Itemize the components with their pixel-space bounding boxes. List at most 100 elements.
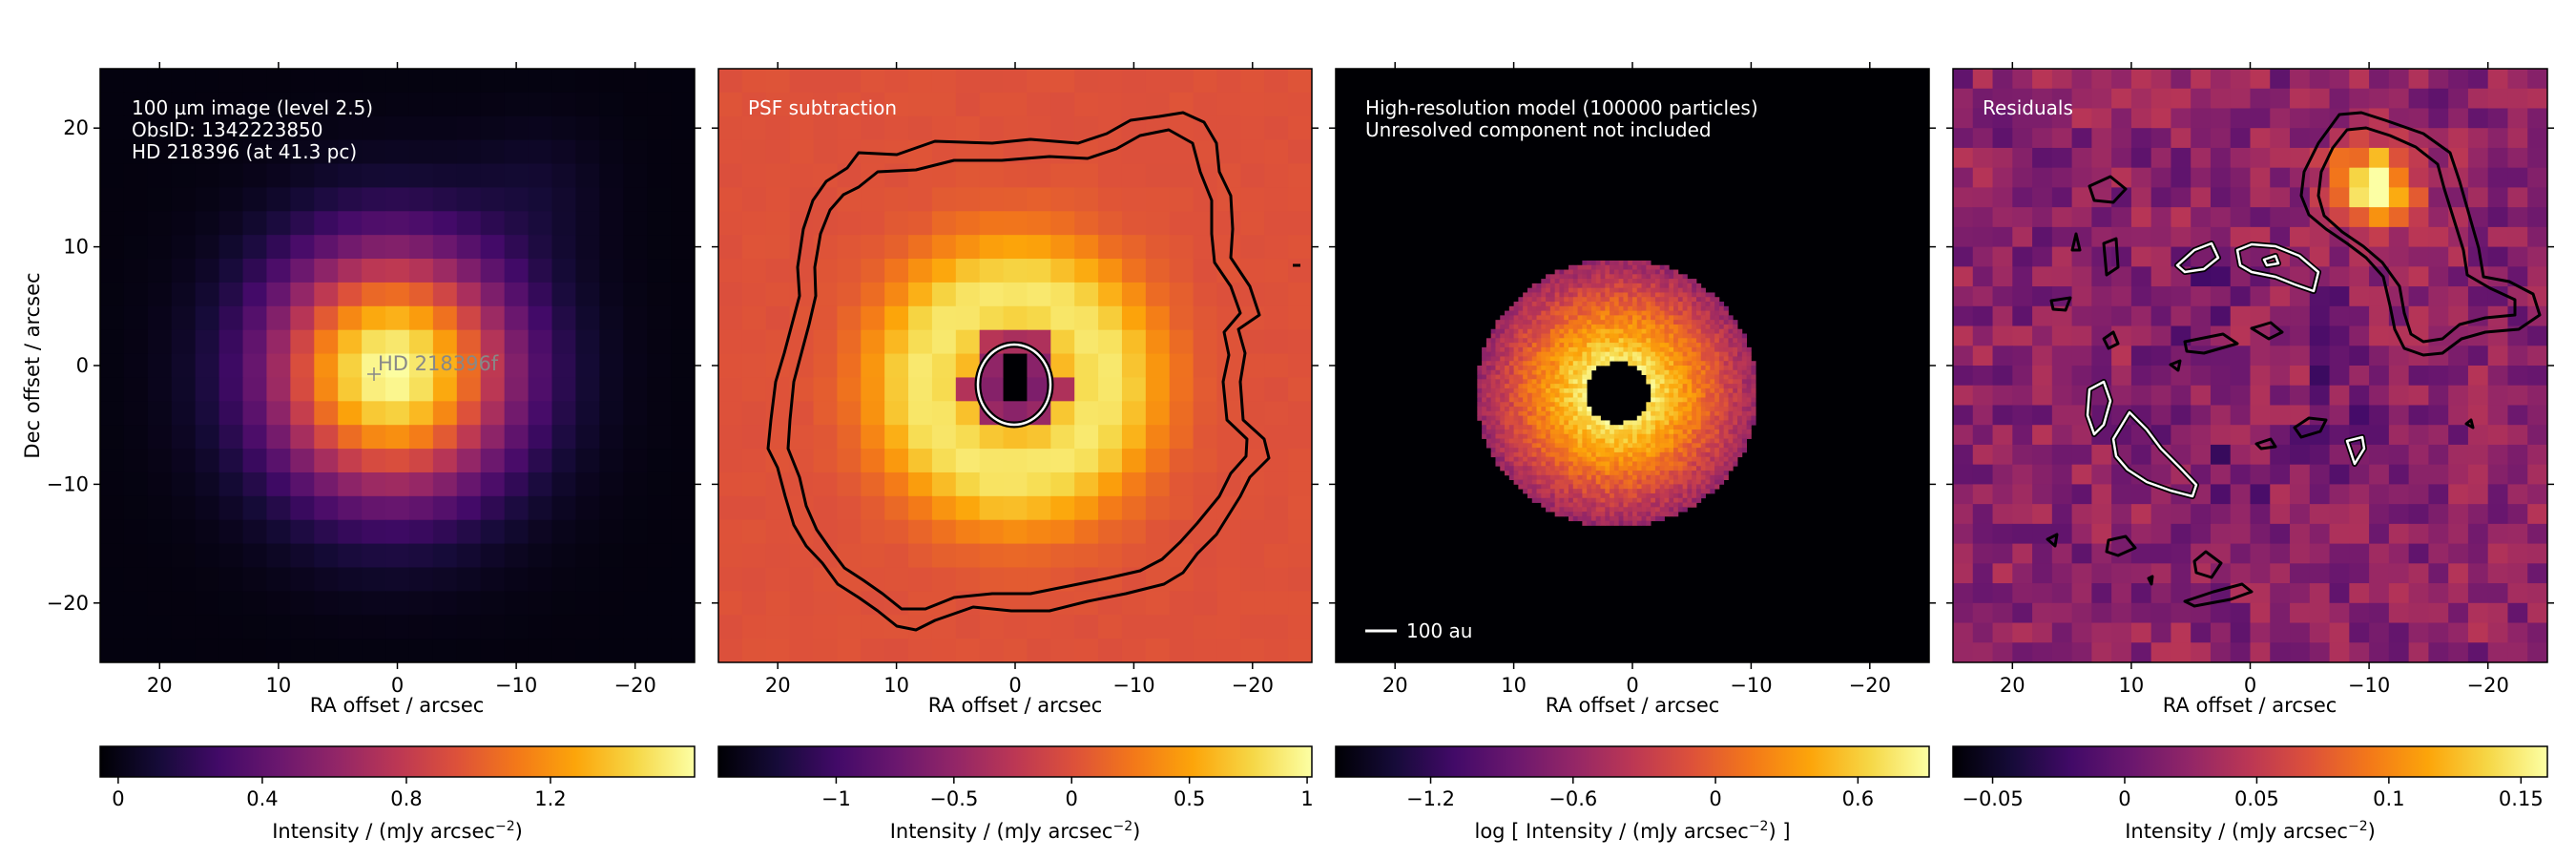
x-tick-label: 20 <box>2000 674 2025 697</box>
panel-4-contour-white-5 <box>2111 410 2198 498</box>
colorbar-tick-label: 0.5 <box>1174 787 1205 810</box>
panel-4-contour-h <box>2250 321 2284 341</box>
colorbar-gradient <box>1335 745 1930 778</box>
panel-2-outer-contour <box>766 111 1271 632</box>
colorbar-tick-label: 0.1 <box>2373 787 2404 810</box>
panel-3-image <box>1336 69 1929 662</box>
panel-3-annotation-line-1: High-resolution model (100000 particles) <box>1365 96 1758 119</box>
panel-2-inner-contour <box>786 128 1249 611</box>
panel-1-annotation-line-2: ObsID: 1342223850 <box>132 118 323 141</box>
panel-2: PSF subtraction 20 10 0 −10 −20 RA offset / … <box>712 62 1319 843</box>
x-tick-label: 10 <box>2119 674 2145 697</box>
panel-4-annotation: Residuals <box>1983 96 2073 119</box>
x-tick-label: 20 <box>765 674 791 697</box>
colorbar-label: Intensity / (mJy arcsec−2) <box>272 819 523 843</box>
panel-4-contour-e <box>2102 330 2120 350</box>
panel-4-contours <box>2046 111 2542 608</box>
panel-4-contour-white-2 <box>2235 242 2320 293</box>
panel-1-ylabel: Dec offset / arcsec <box>21 272 44 458</box>
panel-4-image <box>1953 69 2547 662</box>
panel-3-scalebar-label: 100 au <box>1406 619 1472 642</box>
x-tick-label: −20 <box>614 674 656 697</box>
panel-2-annotation: PSF subtraction <box>748 96 897 119</box>
colorbar-tick-label: −1.2 <box>1406 787 1455 810</box>
panel-4-contour-p <box>2147 575 2154 586</box>
x-tick-label: −20 <box>2467 674 2509 697</box>
panel-4-contour-i <box>2293 416 2328 439</box>
panel-4-contour-f <box>2183 332 2239 355</box>
panel-4-contour-white-6 <box>2345 435 2366 466</box>
colorbar-tick-label: 0.6 <box>1842 787 1874 810</box>
x-tick-label: 10 <box>266 674 292 697</box>
panel-4-contour-o <box>2183 582 2254 608</box>
panel-4-contour-white-1 <box>2175 241 2220 274</box>
panel-2-axes: 20 10 0 −10 −20 <box>712 62 1319 697</box>
colorbar-tick-label: 0 <box>1709 787 1721 810</box>
colorbar-label: Intensity / (mJy arcsec−2) <box>890 819 1141 843</box>
colorbar-tick-label: 0 <box>1066 787 1078 810</box>
panel-4-blob-contour-outer <box>2299 111 2542 357</box>
panel-4-contour-white-3 <box>2262 254 2280 267</box>
colorbar-tick-label: −0.6 <box>1548 787 1597 810</box>
y-tick-label: 0 <box>76 354 89 377</box>
y-tick-label: −20 <box>47 592 89 615</box>
panel-2-xlabel: RA offset / arcsec <box>928 694 1103 717</box>
colorbar-label: Intensity / (mJy arcsec−2) <box>2125 819 2376 843</box>
panel-2-contours <box>766 111 1300 632</box>
colorbar-gradient <box>99 745 696 778</box>
x-tick-label: 20 <box>1382 674 1408 697</box>
panel-1: HD 218396f 100 µm image (level 2.5) ObsI… <box>21 62 701 843</box>
panel-2-colorbar: −1 −0.5 0 0.5 1 Intensity / (mJy arcsec−2) <box>717 745 1314 843</box>
panel-1-star-marker <box>367 367 381 381</box>
colorbar-tick-label: 0 <box>2118 787 2130 810</box>
panel-1-xlabel: RA offset / arcsec <box>310 694 485 717</box>
panel-4-contour-d <box>2049 296 2072 312</box>
panel-4-xlabel: RA offset / arcsec <box>2163 694 2337 717</box>
panel-4-contour-white-4 <box>2086 380 2112 436</box>
x-tick-label: −10 <box>1730 674 1772 697</box>
y-tick-label: 10 <box>63 236 89 259</box>
colorbar-label: log [ Intensity / (mJy arcsec−2) ] <box>1474 819 1790 843</box>
x-tick-label: −10 <box>495 674 537 697</box>
panel-4-contour-k <box>2464 418 2475 430</box>
panel-4: Residuals 20 10 0 −10 −20 RA offset / arcsec… <box>1946 62 2554 843</box>
colorbar-tick-label: 0 <box>112 787 124 810</box>
x-tick-label: 0 <box>391 674 404 697</box>
panel-4-axes: 20 10 0 −10 −20 <box>1946 62 2554 697</box>
x-tick-label: 20 <box>147 674 173 697</box>
colorbar-tick-label: 0.15 <box>2499 787 2544 810</box>
x-tick-label: 0 <box>1626 674 1638 697</box>
panel-4-contour-l <box>2046 533 2059 548</box>
x-tick-label: 10 <box>883 674 909 697</box>
panel-2-center-contour-white <box>976 343 1052 427</box>
colorbar-tick-label: −1 <box>821 787 851 810</box>
colorbar-tick-label: 1 <box>1300 787 1313 810</box>
panel-4-contour-c <box>2102 237 2120 277</box>
panel-3: High-resolution model (100000 particles)… <box>1329 62 1936 843</box>
panel-4-contour-b <box>2070 232 2082 252</box>
x-tick-label: 0 <box>1008 674 1021 697</box>
panel-1-annotation-line-1: 100 µm image (level 2.5) <box>132 96 373 119</box>
panel-3-annotation-line-2: Unresolved component not included <box>1365 118 1712 141</box>
colorbar-tick-label: 0.05 <box>2234 787 2279 810</box>
panel-4-contour-j <box>2254 437 2277 450</box>
colorbar-tick-label: 0.8 <box>390 787 422 810</box>
panel-3-axes: 20 10 0 −10 −20 <box>1329 62 1936 697</box>
colorbar-gradient <box>1952 745 2548 778</box>
panel-4-contour-g <box>2169 359 2182 372</box>
panel-1-star-label: HD 218396f <box>378 352 499 375</box>
colorbar-gradient <box>717 745 1313 778</box>
x-tick-label: −20 <box>1849 674 1891 697</box>
x-tick-label: 0 <box>2244 674 2256 697</box>
y-tick-label: −10 <box>47 472 89 495</box>
panel-3-xlabel: RA offset / arcsec <box>1546 694 1720 717</box>
panel-3-colorbar: −1.2 −0.6 0 0.6 log [ Intensity / (mJy arcse… <box>1335 745 1930 843</box>
panel-1-axes: 20 10 0 −10 −20 20 10 0 −10 −20 <box>47 62 701 697</box>
y-tick-label: 20 <box>63 116 89 139</box>
panel-1-image <box>100 69 695 662</box>
x-tick-label: 10 <box>1501 674 1527 697</box>
colorbar-tick-label: −0.05 <box>1962 787 2023 810</box>
panel-4-contour-a <box>2088 175 2128 204</box>
colorbar-tick-label: 0.4 <box>246 787 278 810</box>
